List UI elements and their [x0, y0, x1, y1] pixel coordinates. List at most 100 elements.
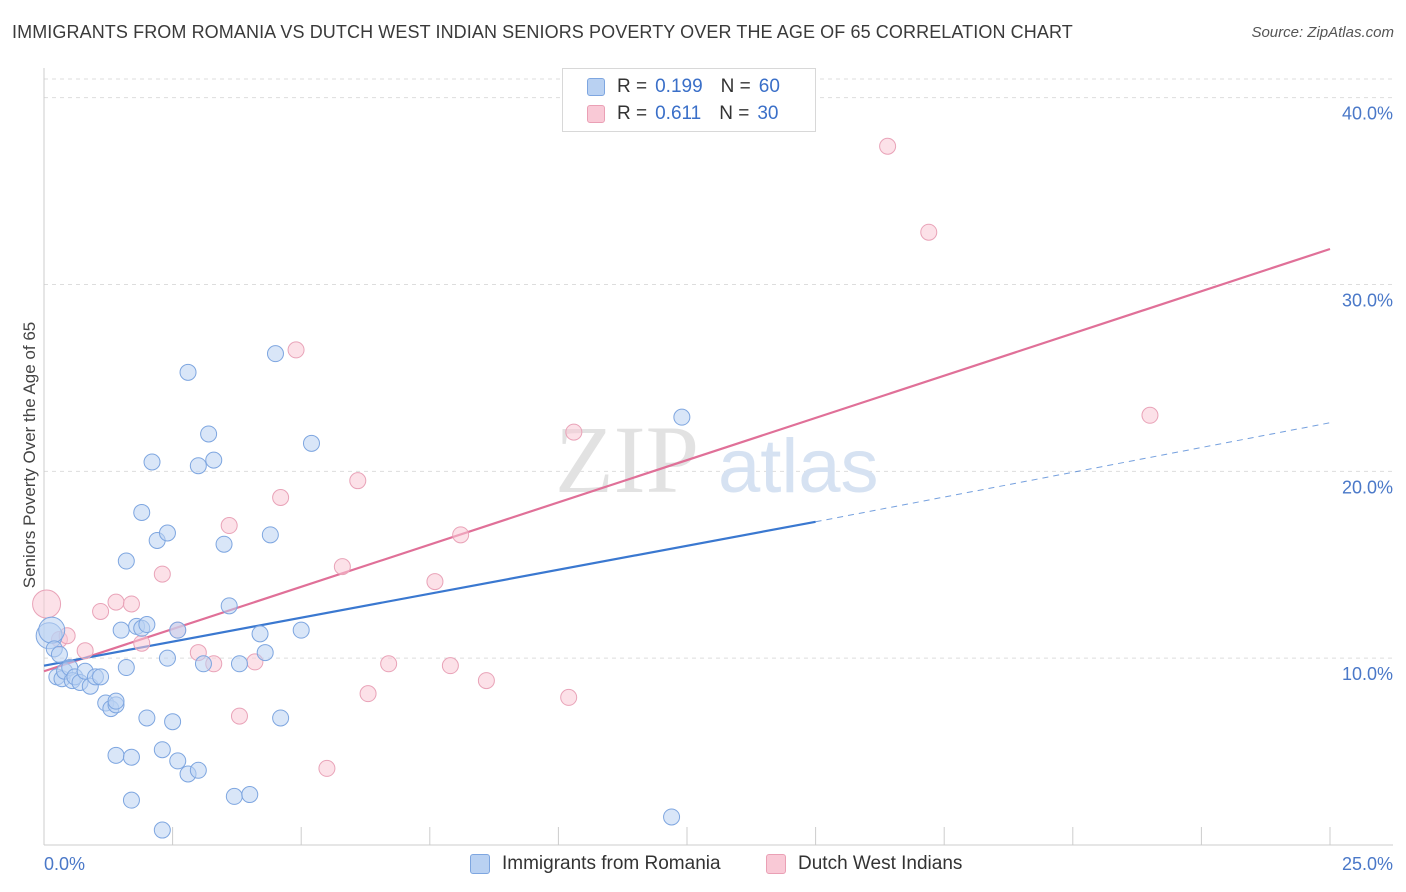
data-point-romania — [292, 621, 310, 639]
data-point-romania — [153, 741, 171, 759]
data-point-dutch-west-indians — [359, 685, 377, 703]
bottom-legend-series-1: Immigrants from Romania — [470, 852, 721, 876]
data-point-dutch-west-indians — [380, 655, 398, 673]
data-point-romania — [169, 752, 187, 770]
data-point-romania — [133, 503, 151, 521]
points-series-1 — [35, 345, 691, 839]
data-point-dutch-west-indians — [333, 558, 351, 576]
data-point-romania — [38, 616, 66, 644]
legend-row-series-2: R = 0.611 N = 30 — [587, 102, 779, 126]
legend-r-value: 0.199 — [655, 76, 703, 97]
bottom-legend-series-2: Dutch West Indians — [766, 852, 962, 876]
data-point-dutch-west-indians — [287, 341, 305, 359]
data-point-dutch-west-indians — [122, 595, 140, 613]
y-tick-labels: 10.0% 20.0% 30.0% 40.0% — [1342, 104, 1393, 684]
legend-n-value: 60 — [758, 76, 780, 97]
data-point-dutch-west-indians — [272, 488, 290, 506]
data-point-dutch-west-indians — [133, 634, 151, 652]
data-point-romania — [164, 713, 182, 731]
data-point-dutch-west-indians — [220, 517, 238, 535]
data-point-romania — [112, 621, 130, 639]
data-point-romania — [158, 649, 176, 667]
watermark: ZIP atlas — [555, 406, 879, 513]
data-point-romania — [663, 808, 681, 826]
data-point-romania — [266, 345, 284, 363]
data-point-dutch-west-indians — [1141, 406, 1159, 424]
data-point-dutch-west-indians — [560, 688, 578, 706]
data-point-romania — [241, 786, 259, 804]
data-point-dutch-west-indians — [565, 423, 583, 441]
data-point-romania — [50, 645, 68, 663]
bottom-legend-label: Dutch West Indians — [798, 853, 963, 874]
data-point-romania — [205, 451, 223, 469]
data-point-romania — [200, 425, 218, 443]
data-point-romania — [158, 524, 176, 542]
data-point-romania — [215, 535, 233, 553]
data-point-dutch-west-indians — [452, 526, 470, 544]
data-point-dutch-west-indians — [349, 472, 367, 490]
stats-legend: R = 0.199 N = 60 R = 0.611 N = 30 — [562, 68, 816, 132]
chart-title: IMMIGRANTS FROM ROMANIA VS DUTCH WEST IN… — [12, 22, 1073, 42]
data-point-dutch-west-indians — [107, 593, 125, 611]
axes — [43, 68, 1393, 846]
legend-r-label: R = — [617, 76, 648, 97]
data-point-dutch-west-indians — [879, 137, 897, 155]
y-tick-label: 20.0% — [1342, 477, 1393, 497]
x-tick-label-max: 25.0% — [1342, 854, 1393, 874]
data-point-romania — [189, 457, 207, 475]
data-point-romania — [122, 791, 140, 809]
data-point-dutch-west-indians — [230, 707, 248, 725]
legend-swatch-blue — [587, 78, 605, 96]
trend-lines — [43, 247, 1331, 673]
data-point-romania — [107, 746, 125, 764]
data-point-romania — [189, 761, 207, 779]
source-label: Source: ZipAtlas.com — [1251, 24, 1394, 41]
data-point-romania — [673, 408, 691, 426]
y-tick-label: 10.0% — [1342, 664, 1393, 684]
data-point-dutch-west-indians — [426, 573, 444, 591]
data-point-dutch-west-indians — [92, 602, 110, 620]
legend-n-label: N = — [719, 103, 750, 124]
data-point-romania — [117, 552, 135, 570]
data-point-romania — [117, 659, 135, 677]
legend-n-label: N = — [720, 76, 751, 97]
data-point-dutch-west-indians — [318, 759, 336, 777]
y-axis-label: Seniors Poverty Over the Age of 65 — [20, 322, 39, 588]
gridlines — [44, 78, 1393, 659]
data-point-romania — [230, 655, 248, 673]
data-point-romania — [302, 434, 320, 452]
data-point-romania — [261, 526, 279, 544]
y-tick-label: 40.0% — [1342, 104, 1393, 124]
legend-swatch-pink — [587, 105, 605, 123]
legend-n-value: 30 — [757, 103, 779, 124]
data-point-romania — [272, 709, 290, 727]
data-point-romania — [107, 692, 125, 710]
data-point-romania — [220, 597, 238, 615]
y-tick-label: 30.0% — [1342, 291, 1393, 311]
data-point-romania — [143, 453, 161, 471]
data-point-romania — [122, 748, 140, 766]
data-point-romania — [251, 625, 269, 643]
data-point-dutch-west-indians — [153, 565, 171, 583]
trend-line-dutch-west-indians — [43, 247, 1331, 673]
legend-r-value: 0.611 — [655, 103, 702, 124]
data-point-romania — [194, 655, 212, 673]
data-point-romania — [256, 644, 274, 662]
data-point-romania — [138, 616, 156, 634]
data-point-romania — [225, 787, 243, 805]
data-point-romania — [179, 363, 197, 381]
data-point-romania — [153, 821, 171, 839]
legend-r-label: R = — [617, 103, 648, 124]
data-point-dutch-west-indians — [32, 589, 62, 619]
data-point-dutch-west-indians — [477, 672, 495, 690]
data-point-romania — [169, 621, 187, 639]
trend-line-romania — [43, 520, 816, 667]
data-point-romania — [138, 709, 156, 727]
bottom-legend-swatch-blue — [470, 854, 490, 874]
legend-row-series-1: R = 0.199 N = 60 — [587, 75, 780, 99]
data-point-dutch-west-indians — [76, 642, 94, 660]
bottom-legend-label: Immigrants from Romania — [502, 853, 721, 874]
data-point-dutch-west-indians — [920, 223, 938, 241]
data-point-dutch-west-indians — [441, 657, 459, 675]
data-point-romania — [92, 668, 110, 686]
